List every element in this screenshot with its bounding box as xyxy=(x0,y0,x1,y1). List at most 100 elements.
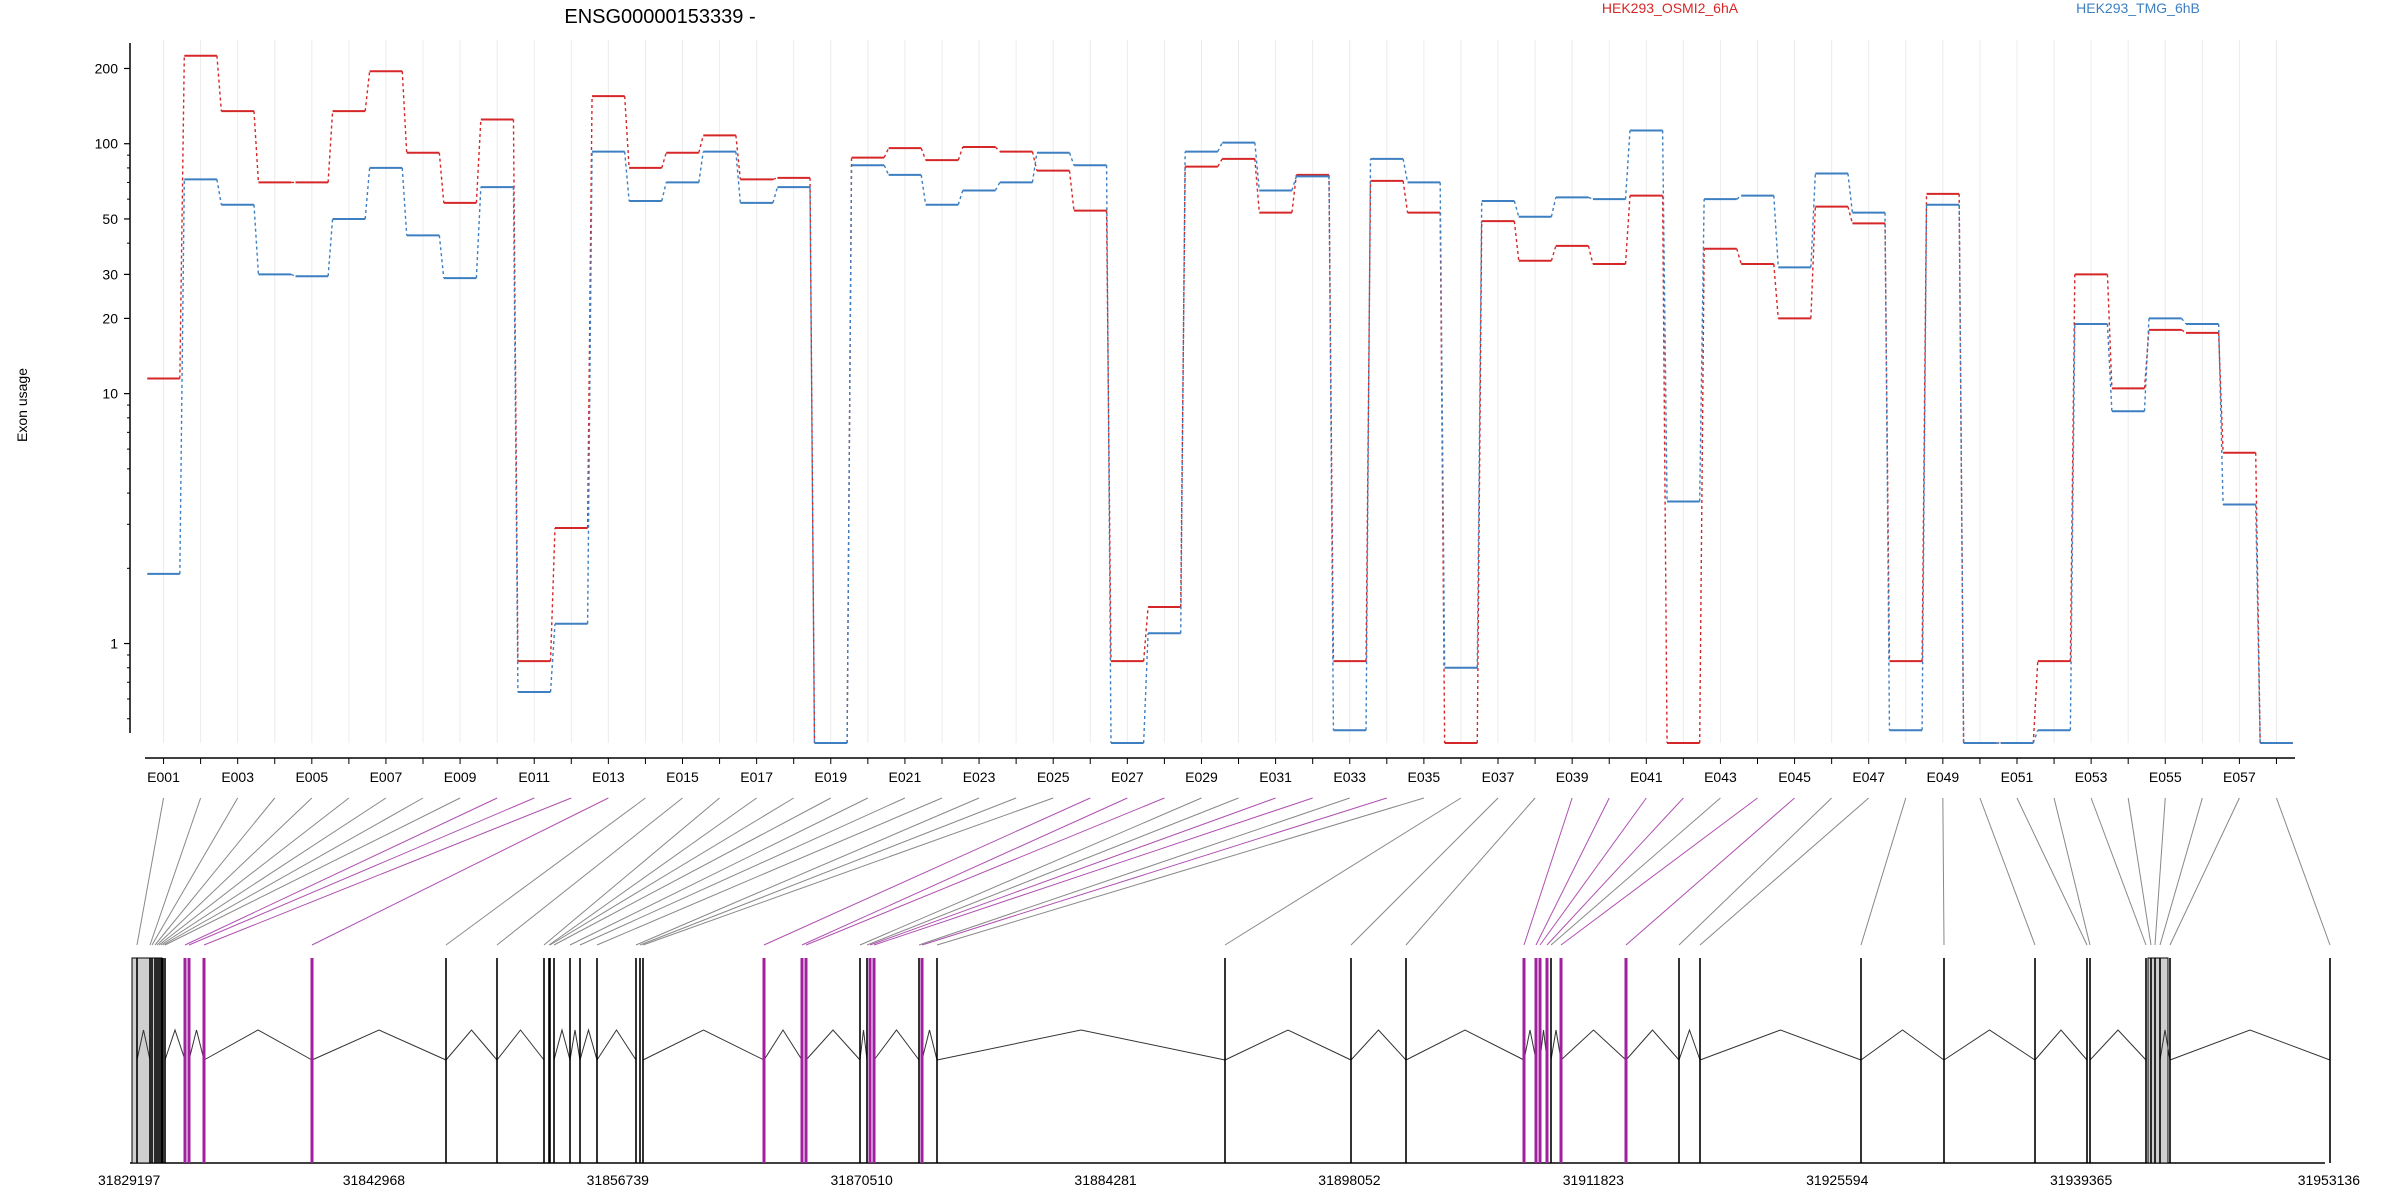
series-connector xyxy=(1068,152,1075,166)
series-connector xyxy=(1698,248,1705,744)
genomic-axis-ticks: 31829197 31842968 31856739 31870510 31884281… xyxy=(98,1172,2360,1188)
series-connector xyxy=(1180,166,1186,608)
intron-line xyxy=(1625,1029,1680,1061)
intron-line xyxy=(2034,1029,2088,1061)
series-connector xyxy=(735,135,742,180)
series-connector xyxy=(1884,212,1891,731)
intron-line xyxy=(1405,1029,1525,1061)
series-connector xyxy=(2032,729,2039,744)
exon-connector xyxy=(136,797,165,946)
x-tick-label: E035 xyxy=(1408,769,1441,785)
genomic-tick-label: 31829197 xyxy=(98,1172,161,1188)
exon-connector xyxy=(188,797,535,946)
series-connector xyxy=(586,151,593,624)
x-tick-label: E025 xyxy=(1037,769,1070,785)
series-connector xyxy=(2143,318,2150,412)
series-connector xyxy=(735,151,742,203)
intron-line xyxy=(579,1028,598,1061)
exon-connector xyxy=(1625,797,1795,946)
intron-line xyxy=(936,1029,1226,1061)
exon-connector xyxy=(151,797,239,946)
exon-connector xyxy=(149,797,202,946)
intron-line xyxy=(1678,1028,1701,1061)
intron-line xyxy=(136,1029,151,1061)
series-connector xyxy=(401,167,408,236)
gene-model xyxy=(130,957,2331,1164)
exon-connector xyxy=(1523,797,1573,946)
series-connector xyxy=(1142,633,1149,744)
series-connector xyxy=(1291,176,1298,191)
x-tick-label: E007 xyxy=(370,769,403,785)
exon-connector xyxy=(549,797,794,946)
exon-connector xyxy=(639,797,1017,946)
x-tick-label: E057 xyxy=(2223,769,2256,785)
intron-line xyxy=(203,1029,313,1061)
y-tick-label: 10 xyxy=(102,386,118,402)
series-connector xyxy=(1587,245,1594,265)
exon-connector xyxy=(311,797,609,946)
series-connector xyxy=(2069,323,2076,731)
series-connector xyxy=(1736,248,1742,265)
exon-connector xyxy=(635,797,980,946)
intron-line xyxy=(859,1029,868,1061)
intron-line xyxy=(2159,1029,2171,1061)
series-connector xyxy=(809,177,816,744)
series-connector xyxy=(2106,323,2113,412)
exon-connector xyxy=(553,797,832,946)
y-tick-label: 100 xyxy=(95,136,119,152)
series-connector xyxy=(1254,142,1260,191)
intron-line xyxy=(805,1029,861,1061)
exon-connector xyxy=(158,797,350,946)
exon-connector xyxy=(1560,797,1758,946)
series-connector xyxy=(327,218,334,277)
intron-line xyxy=(1224,1029,1352,1061)
exon-connector xyxy=(2090,797,2147,946)
y-tick-label: 20 xyxy=(102,310,118,326)
series-connector xyxy=(2143,329,2150,389)
series-connector xyxy=(1958,204,1965,744)
x-tick-label: E003 xyxy=(221,769,254,785)
series-connector xyxy=(1661,195,1668,744)
exon-connector xyxy=(203,797,572,946)
genomic-tick-label: 31925594 xyxy=(1806,1172,1869,1188)
exon-connector xyxy=(2169,797,2240,946)
series-connector xyxy=(2032,661,2039,744)
x-tick-label: E017 xyxy=(740,769,773,785)
exon-connector xyxy=(569,797,869,946)
x-tick-label: E023 xyxy=(963,769,996,785)
x-tick-label: E009 xyxy=(444,769,477,785)
series-connector xyxy=(623,96,630,168)
x-ticks: E001 E003 E005 E007 E009 E011 E013 E015 E017 E019… xyxy=(147,758,2277,785)
exon-connector xyxy=(763,797,1091,946)
series-connector xyxy=(1847,173,1854,213)
x-tick-label: E051 xyxy=(2001,769,2034,785)
exon-connector xyxy=(2154,797,2166,946)
intron-line xyxy=(1550,1029,1562,1061)
series-connector xyxy=(253,204,260,275)
intron-line xyxy=(445,1029,498,1061)
series-connector xyxy=(1773,263,1779,319)
exon-connector xyxy=(2053,797,2091,946)
intron-line xyxy=(642,1029,765,1061)
exon-connector xyxy=(1942,797,1945,946)
series-connector xyxy=(2181,329,2187,334)
x-tick-label: E033 xyxy=(1333,769,1366,785)
series-connector xyxy=(1773,195,1779,268)
genomic-tick-label: 31939365 xyxy=(2050,1172,2113,1188)
intron-line xyxy=(596,1029,637,1061)
exon-connector xyxy=(1539,797,1647,946)
series-connector xyxy=(661,152,667,169)
x-tick-label: E013 xyxy=(592,769,625,785)
x-tick-label: E021 xyxy=(889,769,922,785)
series-connector xyxy=(957,146,964,161)
y-ticks: 200 100 50 30 20 10 1 xyxy=(95,60,130,720)
series-connector xyxy=(1513,221,1520,261)
intron-line xyxy=(496,1029,545,1061)
series-connector xyxy=(1105,165,1112,744)
exon-connector xyxy=(1350,797,1499,946)
series-connector xyxy=(1958,193,1965,744)
series-connector xyxy=(1847,206,1854,224)
x-tick-label: E041 xyxy=(1630,769,1663,785)
series-connector xyxy=(1550,245,1557,262)
exon-connector xyxy=(801,797,1128,946)
